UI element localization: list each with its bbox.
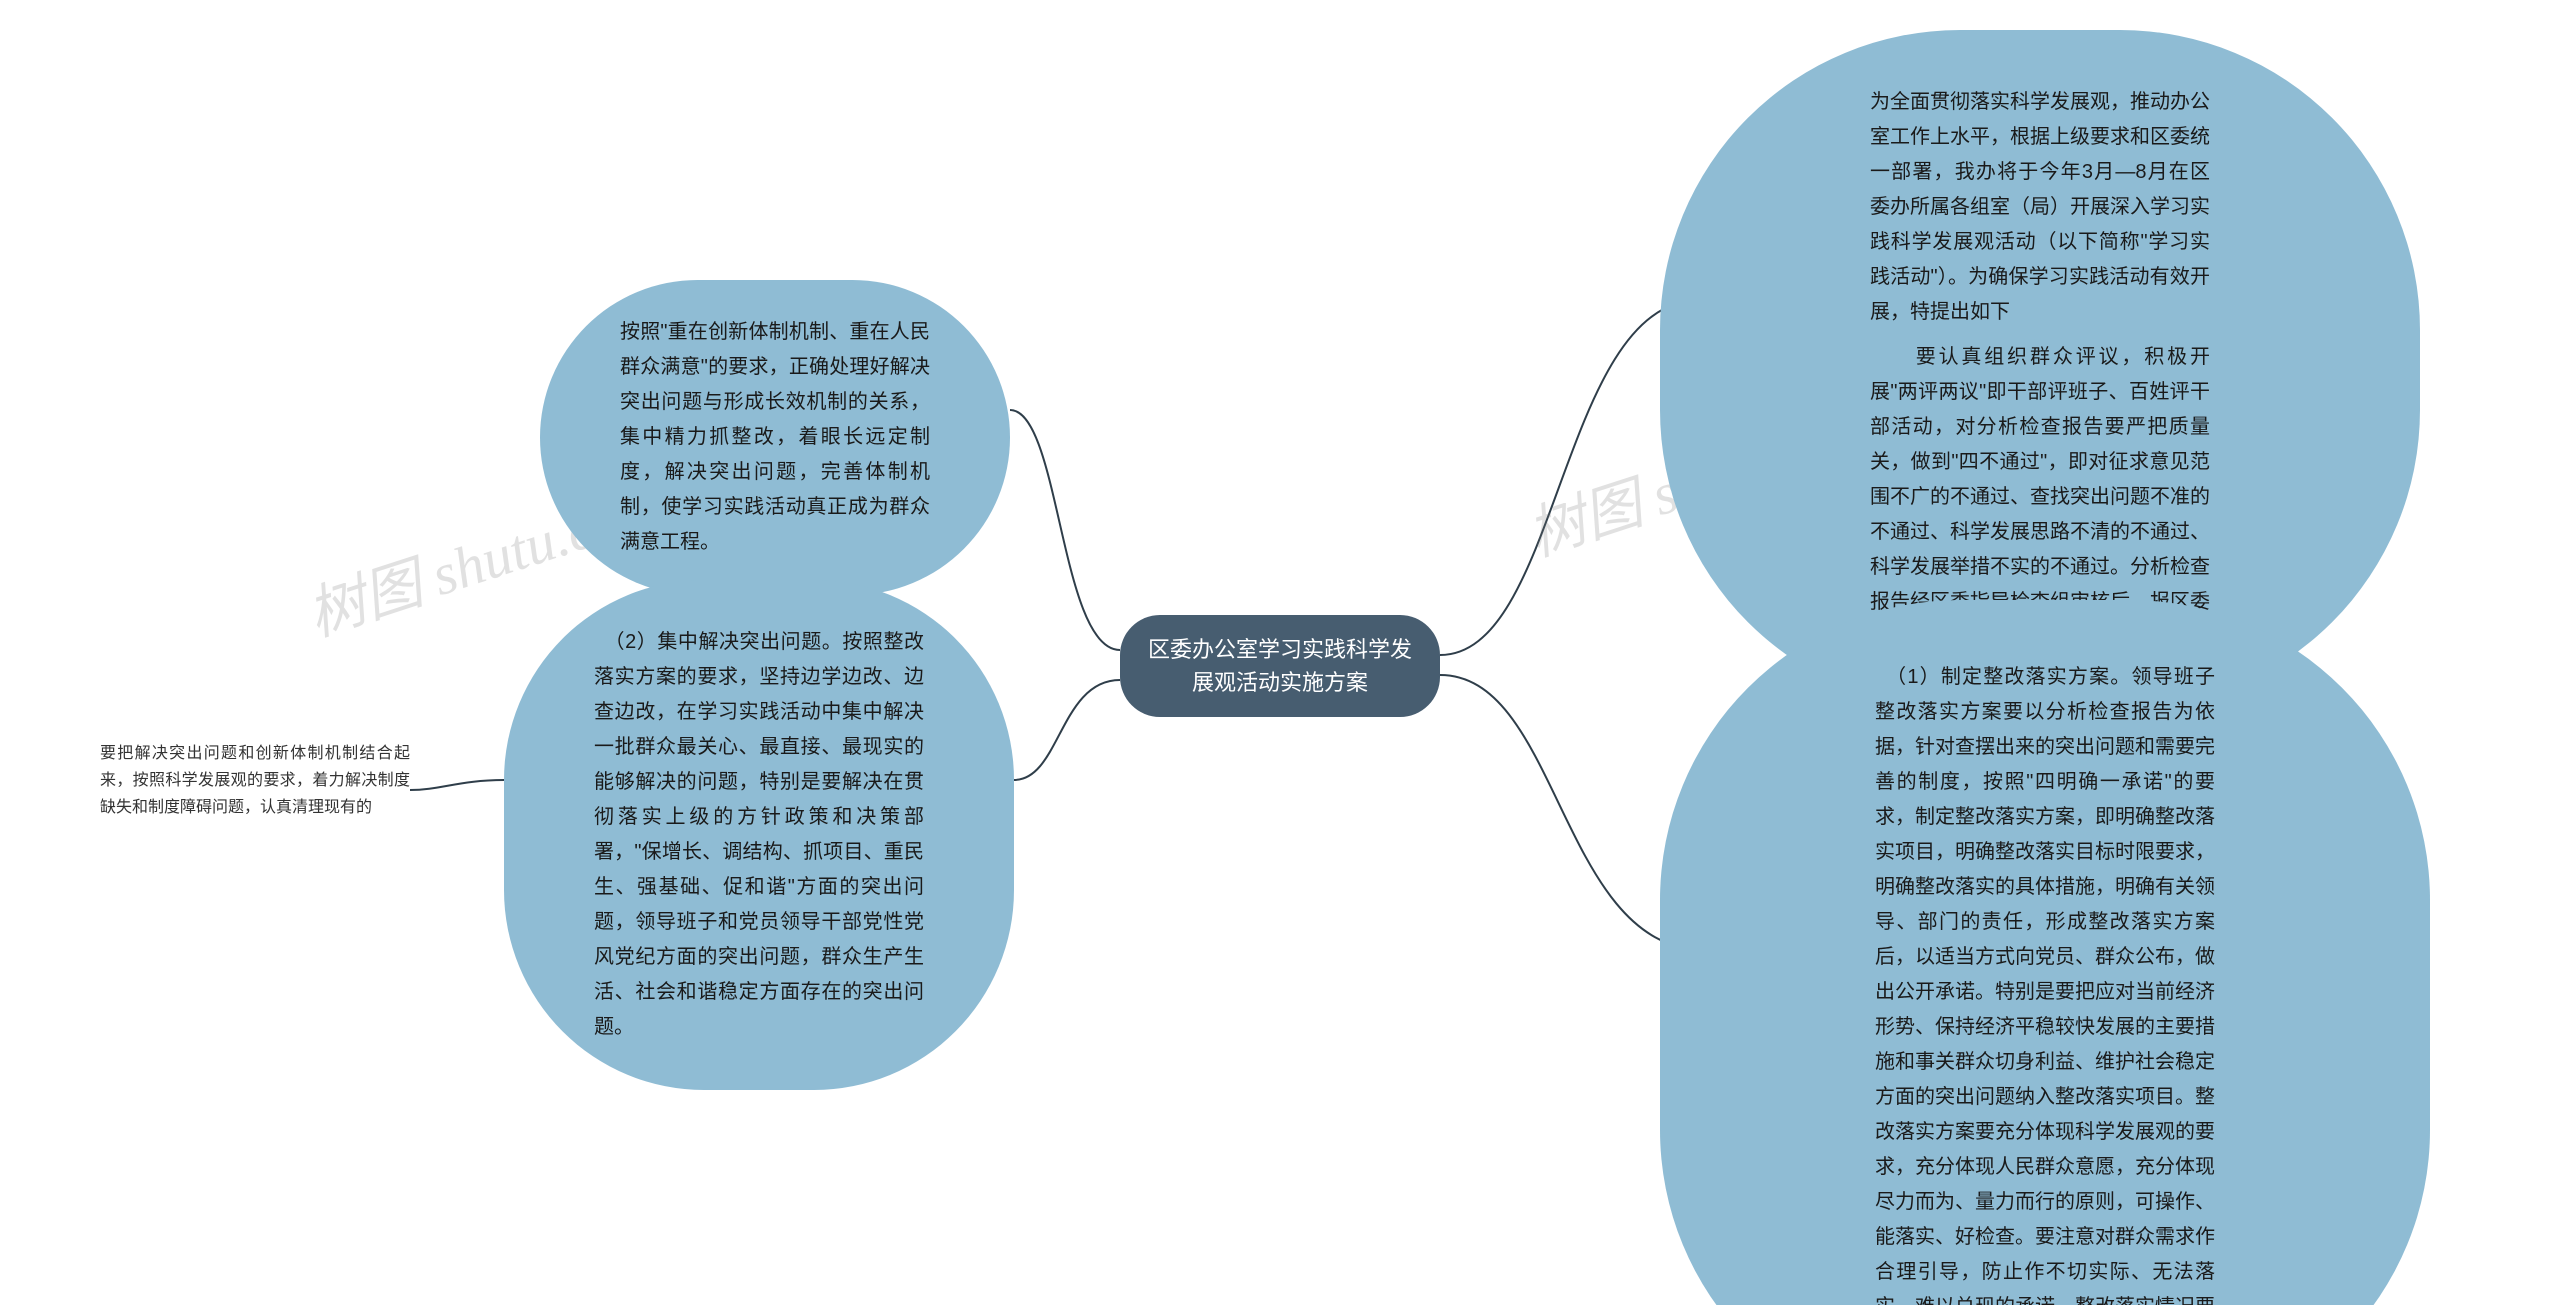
leaf-l2a-text: 要把解决突出问题和创新体制机制结合起来，按照科学发展观的要求，着力解决制度缺失和… xyxy=(100,745,410,816)
branch-right-1-text-a: 为全面贯彻落实科学发展观，推动办公室工作上水平，根据上级要求和区委统一部署，我办… xyxy=(1870,91,2210,323)
edge-center-l2 xyxy=(1014,680,1120,780)
edge-center-l1 xyxy=(1010,410,1120,650)
branch-left-1-text: 按照"重在创新体制机制、重在人民群众满意"的要求，正确处理好解决突出问题与形成长… xyxy=(620,321,930,553)
branch-right-2-text: （1）制定整改落实方案。领导班子整改落实方案要以分析检查报告为依据，针对查摆出来… xyxy=(1875,666,2215,1305)
branch-left-2[interactable]: （2）集中解决突出问题。按照整改落实方案的要求，坚持边学边改、边查边改，在学习实… xyxy=(504,580,1014,1090)
center-node-text: 区委办公室学习实践科学发展观活动实施方案 xyxy=(1148,637,1412,695)
branch-left-2-text: （2）集中解决突出问题。按照整改落实方案的要求，坚持边学边改、边查边改，在学习实… xyxy=(594,631,924,1038)
branch-left-1[interactable]: 按照"重在创新体制机制、重在人民群众满意"的要求，正确处理好解决突出问题与形成长… xyxy=(540,280,1010,595)
branch-right-2[interactable]: （1）制定整改落实方案。领导班子整改落实方案要以分析检查报告为依据，针对查摆出来… xyxy=(1660,600,2430,1305)
edge-l2-l2a xyxy=(410,780,504,790)
center-node[interactable]: 区委办公室学习实践科学发展观活动实施方案 xyxy=(1120,615,1440,717)
leaf-l2a[interactable]: 要把解决突出问题和创新体制机制结合起来，按照科学发展观的要求，着力解决制度缺失和… xyxy=(100,740,410,822)
